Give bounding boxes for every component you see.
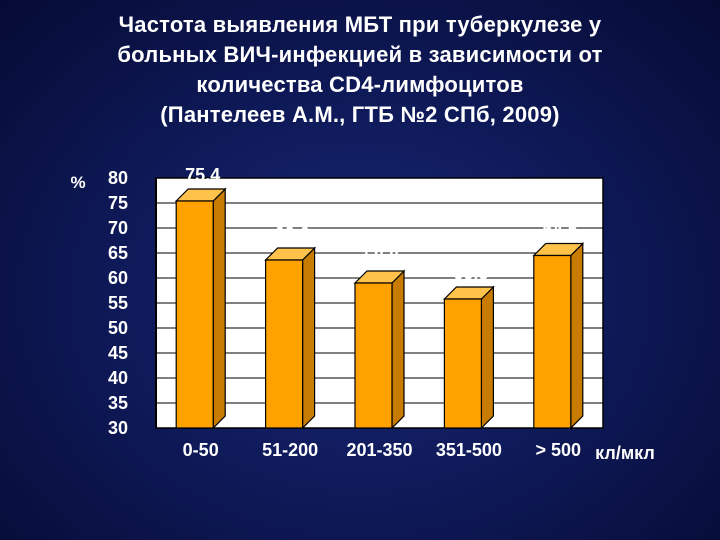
x-tick-label: 0-50 — [183, 440, 219, 460]
bar — [354, 282, 393, 429]
y-tick-label: 30 — [108, 418, 128, 438]
title-line-3: количества CD4-лимфоцитов — [196, 72, 524, 97]
bar — [175, 200, 214, 429]
bar — [533, 254, 572, 429]
x-tick-label: 201-350 — [346, 440, 412, 460]
y-axis-label: % — [70, 173, 85, 192]
data-label: 63,6 — [275, 224, 310, 244]
title-line-2: больных ВИЧ-инфекцией в зависимости от — [117, 42, 603, 67]
bar-side — [212, 187, 226, 430]
data-label: 75,4 — [185, 165, 220, 185]
x-tick-label: 351-500 — [436, 440, 502, 460]
bar-side — [480, 285, 494, 430]
y-tick-label: 55 — [108, 293, 128, 313]
bars-group — [174, 187, 585, 430]
bar-side — [391, 269, 405, 430]
slide-title: Частота выявления МБТ при туберкулезе у … — [0, 10, 720, 130]
data-label: 55,8 — [453, 263, 488, 283]
y-tick-label: 45 — [108, 343, 128, 363]
y-tick-label: 80 — [108, 168, 128, 188]
bar-side — [302, 246, 316, 430]
y-tick-label: 70 — [108, 218, 128, 238]
y-tick-label: 40 — [108, 368, 128, 388]
x-tick-label: > 500 — [536, 440, 582, 460]
data-label: 59,0 — [364, 247, 399, 267]
y-tick-label: 35 — [108, 393, 128, 413]
y-tick-label: 50 — [108, 318, 128, 338]
title-line-4: (Пантелеев А.М., ГТБ №2 СПб, 2009) — [160, 102, 560, 127]
title-line-1: Частота выявления МБТ при туберкулезе у — [118, 12, 602, 37]
data-label: 64,5 — [543, 220, 578, 240]
labels-group: 30 35 40 45 50 55 60 65 70 75 80% 75,4 0-50 63,6 51-20… — [70, 165, 654, 463]
bar-side — [570, 242, 584, 430]
y-tick-label: 60 — [108, 268, 128, 288]
x-tick-label: 51-200 — [262, 440, 318, 460]
bar — [265, 259, 304, 429]
y-tick-label: 75 — [108, 193, 128, 213]
y-tick-label: 65 — [108, 243, 128, 263]
x-axis-label: кл/мкл — [595, 443, 655, 463]
bar — [443, 298, 482, 429]
